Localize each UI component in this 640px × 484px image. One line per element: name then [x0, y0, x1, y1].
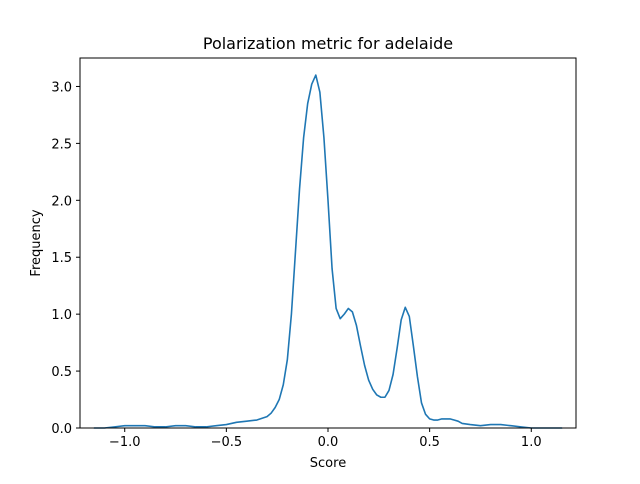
chart-title: Polarization metric for adelaide — [203, 34, 453, 53]
x-tick-label: −0.5 — [211, 435, 243, 450]
x-tick-label: −1.0 — [109, 435, 141, 450]
y-tick-label: 2.0 — [51, 194, 72, 209]
x-tick-label: 1.0 — [521, 435, 542, 450]
plot-area — [93, 74, 563, 429]
y-axis-label: Frequency — [29, 209, 44, 276]
y-tick-label: 2.5 — [51, 137, 72, 152]
x-axis-label: Score — [310, 456, 346, 471]
x-tick-label: 0.0 — [318, 435, 339, 450]
y-tick-label: 3.0 — [51, 80, 72, 95]
y-tick-label: 0.0 — [51, 422, 72, 437]
y-tick-label: 1.5 — [51, 251, 72, 266]
x-tick-label: 0.5 — [419, 435, 440, 450]
y-axis: 0.0 0.5 1.0 1.5 2.0 2.5 3.0 — [51, 80, 80, 437]
y-tick-label: 0.5 — [51, 365, 72, 380]
series-line-0 — [93, 74, 563, 429]
y-tick-label: 1.0 — [51, 308, 72, 323]
x-axis: −1.0 −0.5 0.0 0.5 1.0 — [109, 428, 542, 450]
